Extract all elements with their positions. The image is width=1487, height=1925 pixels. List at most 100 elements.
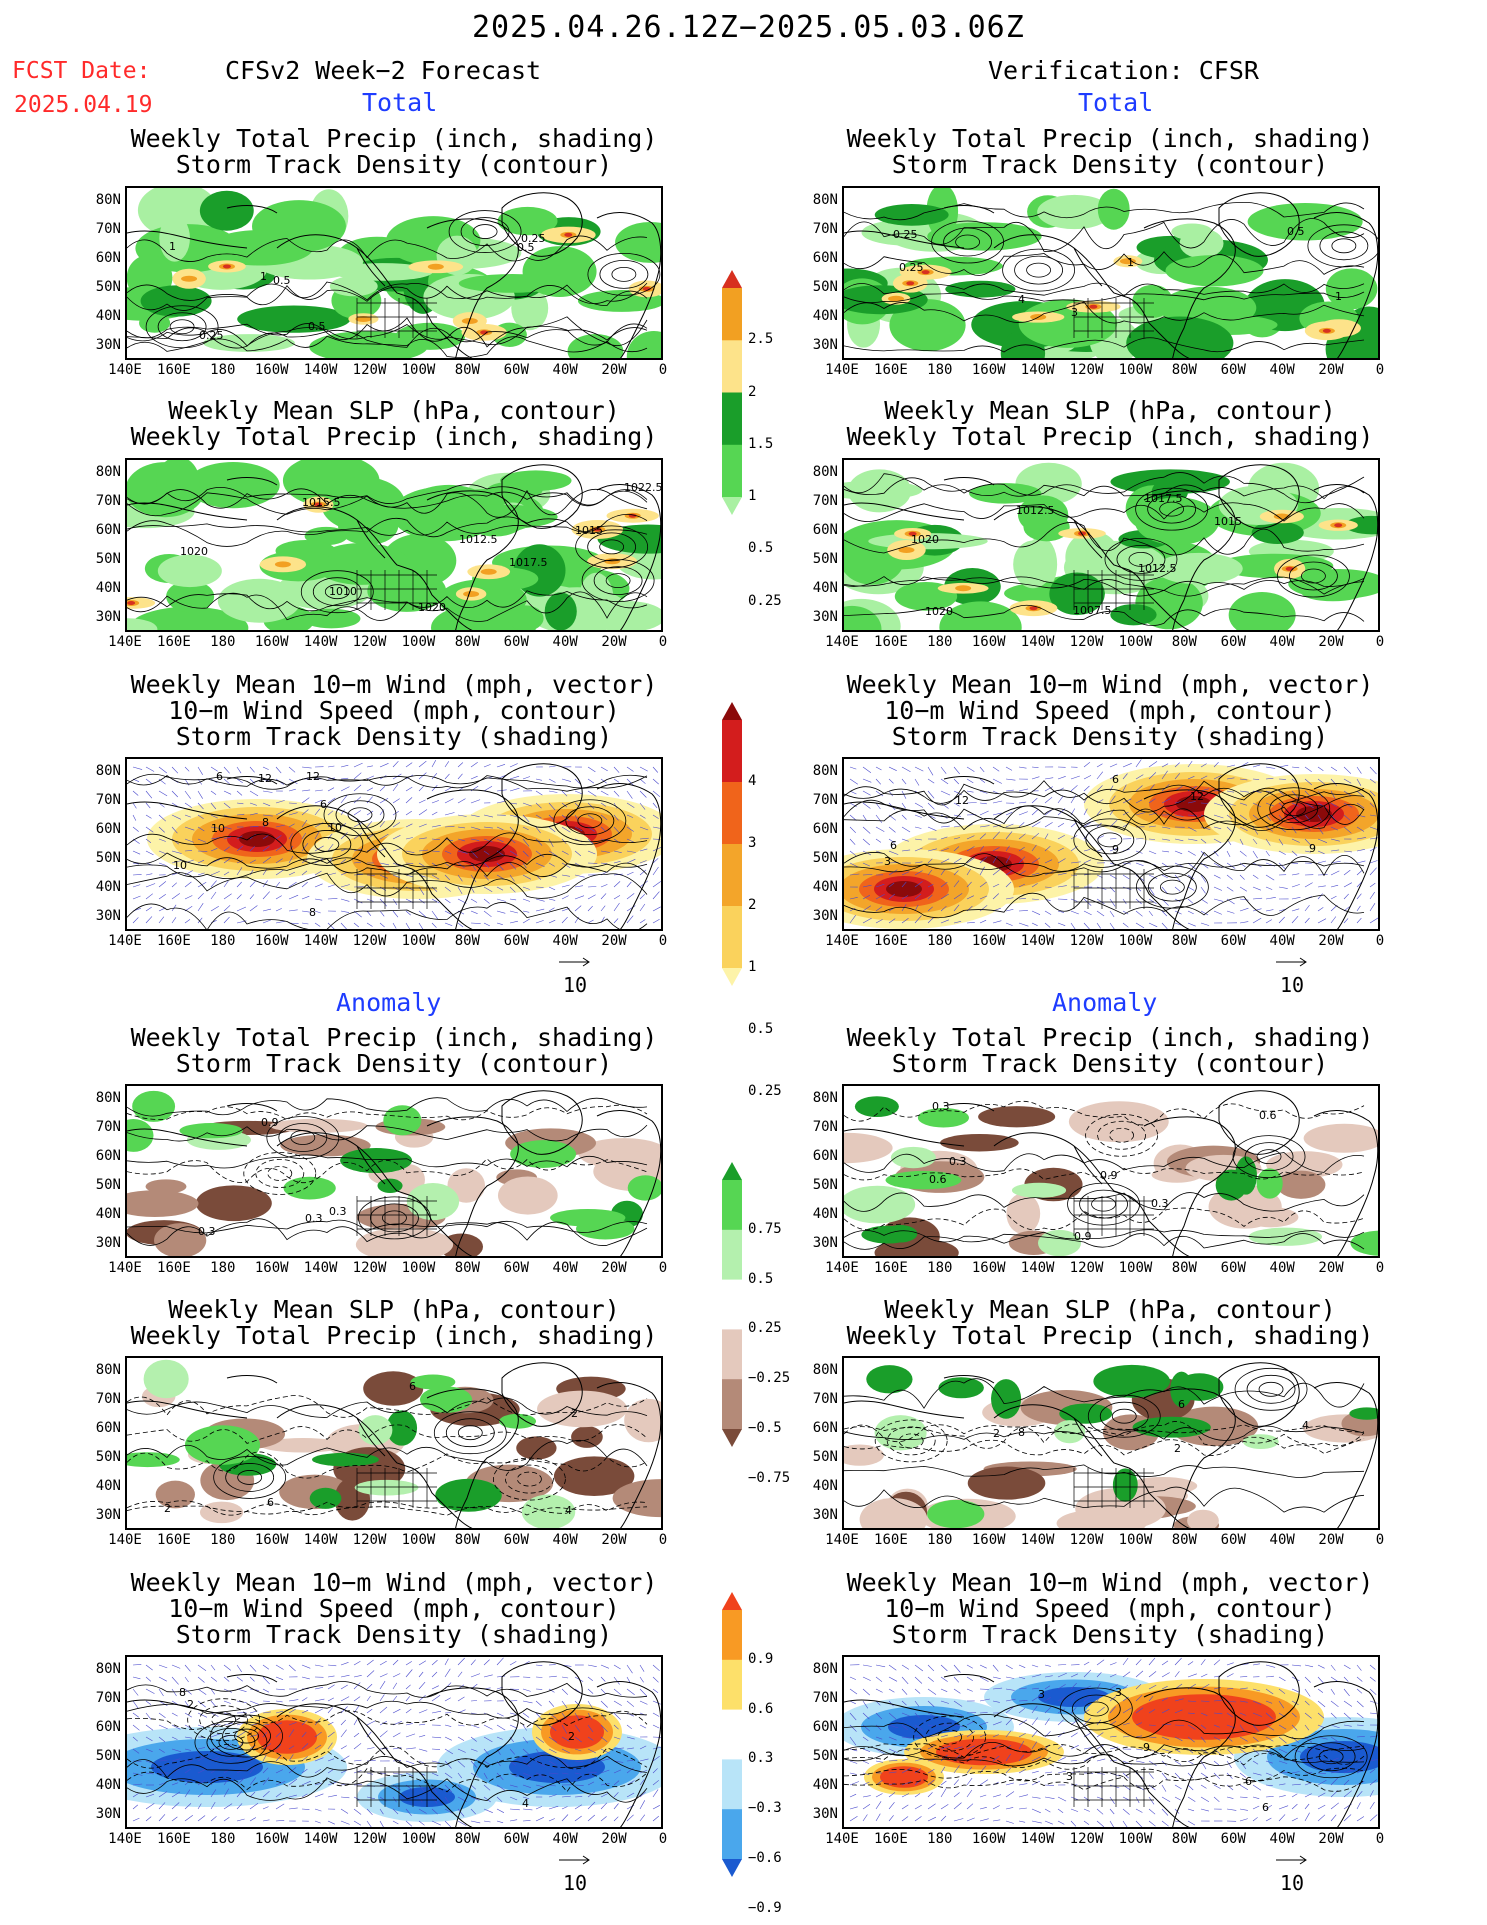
latitude-label: 30N (95, 1507, 121, 1523)
precip-shading (427, 263, 444, 270)
coastline (1073, 1417, 1103, 1457)
precip-shading (1325, 268, 1378, 310)
contour-label: 2 (568, 1730, 575, 1743)
coastline (1218, 464, 1300, 529)
contour-ring (314, 837, 340, 852)
precip-shading (1097, 188, 1130, 230)
latitude-label: 70N (95, 792, 121, 808)
precip-shading (1037, 194, 1112, 230)
panel-title: Weekly Mean SLP (hPa, contour) Weekly Tot… (114, 1297, 674, 1349)
panel-title: Weekly Mean 10−m Wind (mph, vector) 10−m … (114, 1570, 674, 1648)
precip-shading (1029, 606, 1038, 611)
contour-ring (1087, 1394, 1161, 1438)
latitude-label: 50N (812, 850, 838, 866)
longitude-label: 120W (352, 933, 387, 949)
latitude-label: 40N (812, 308, 838, 324)
contour-ring (593, 566, 643, 596)
anomaly-shading (127, 1119, 154, 1152)
contour-ring (1318, 1749, 1344, 1765)
longitude-label: 20W (601, 1532, 627, 1548)
contour-label: 9 (1309, 842, 1316, 855)
map-panel-1: 0.5 0.25 1 0.25 0.5 0.5 1 (125, 186, 663, 360)
precip-shading (203, 334, 295, 352)
precip-shading (1349, 338, 1378, 358)
coastline (596, 783, 661, 929)
panel-title-line: Weekly Mean 10−m Wind (mph, vector) (846, 670, 1374, 699)
coastline (426, 1388, 519, 1528)
contour-line (844, 1743, 1365, 1758)
contour-label: 0.3 (198, 1225, 216, 1238)
latitude-label: 30N (95, 1235, 121, 1251)
contour-line (127, 521, 648, 536)
coastline (426, 789, 519, 929)
longitude-label: 100W (401, 933, 436, 949)
panel-title-line: Storm Track Density (shading) (891, 722, 1329, 751)
coastline (501, 763, 583, 828)
vector-reference: 10 (555, 1847, 595, 1895)
longitude-label: 80W (1171, 1831, 1197, 1847)
colorbar-label: 0.5 (748, 1021, 774, 1037)
longitude-label: 140W (303, 634, 338, 650)
contour-ring (516, 1471, 542, 1487)
contour-ring (225, 1463, 275, 1492)
anomaly-shading (991, 1379, 1022, 1419)
contour-ring (290, 823, 364, 866)
panel-title-line: Storm Track Density (contour) (891, 1049, 1329, 1078)
contour-ring (1258, 1381, 1284, 1397)
coastline (1313, 1110, 1378, 1256)
precip-shading (1322, 328, 1331, 333)
longitude-label: 160E (157, 362, 191, 378)
longitude-label: 60W (1220, 1831, 1246, 1847)
longitude-label: 40W (1269, 1532, 1295, 1548)
anomaly-shading (859, 1498, 928, 1528)
latitude-label: 80N (812, 464, 838, 480)
contour-ring (1277, 554, 1350, 598)
precip-shading (1165, 255, 1264, 287)
colorbar-swatch (722, 444, 742, 498)
longitude-label: 100W (1118, 634, 1153, 650)
contour-label: 4 (522, 1797, 529, 1810)
contour-line (844, 251, 1365, 276)
longitude-label: 20W (1318, 634, 1344, 650)
contour-line (844, 477, 1365, 500)
latitude-label: 50N (95, 1748, 121, 1764)
contour-line (844, 1767, 1365, 1782)
precip-shading (1171, 223, 1213, 241)
colorbar-label: 1 (748, 959, 757, 975)
contour-label: 3 (1071, 306, 1078, 319)
latitude-label: 80N (812, 192, 838, 208)
contour-label: 0.25 (521, 232, 546, 245)
contour-ring (1116, 544, 1166, 574)
contour-ring (194, 1720, 268, 1764)
contour-ring (211, 1712, 237, 1728)
panel-title-line: Weekly Mean SLP (hPa, contour) (168, 1295, 620, 1324)
latitude-label: 50N (812, 551, 838, 567)
contour-label: 0.9 (1100, 1169, 1118, 1182)
anomaly-shading (312, 1452, 379, 1467)
contour-ring (1071, 1694, 1121, 1724)
anomaly-shading (866, 1365, 913, 1394)
map-panel-8: 0.3 0.9 0.6 0.3 0.9 0.6 0.3 (842, 1084, 1380, 1258)
anomaly-shading (1349, 1407, 1378, 1420)
longitude-label: 160E (874, 1532, 908, 1548)
contour-label: 8 (1018, 1426, 1025, 1439)
anomaly-shading (978, 1106, 1056, 1128)
map-canvas: 1020 1017.5 1012.5 1020 1007.5 1012.5 1015 (844, 462, 1378, 630)
contour-line (127, 1097, 648, 1117)
contour-line (844, 1425, 1365, 1441)
panel-title: Weekly Mean 10−m Wind (mph, vector) 10−m … (830, 1570, 1390, 1648)
longitude-label: 80W (454, 1532, 480, 1548)
map-panel-12: 3 9 6 3 6 3 (842, 1655, 1380, 1829)
contour-ring (1128, 551, 1154, 567)
precip-shading (463, 590, 480, 597)
latitude-label: 50N (95, 551, 121, 567)
contour-ring (898, 1433, 924, 1449)
latitude-label: 50N (812, 1449, 838, 1465)
contour-label: 1022.5 (624, 481, 663, 494)
longitude-label: 20W (601, 1831, 627, 1847)
panel-title-line: Weekly Total Precip (inch, shading) (846, 1023, 1374, 1052)
panel-title-line: Weekly Total Precip (inch, shading) (130, 124, 658, 153)
contour-line (844, 1100, 1365, 1126)
panel-title-line: Weekly Mean 10−m Wind (mph, vector) (130, 670, 658, 699)
